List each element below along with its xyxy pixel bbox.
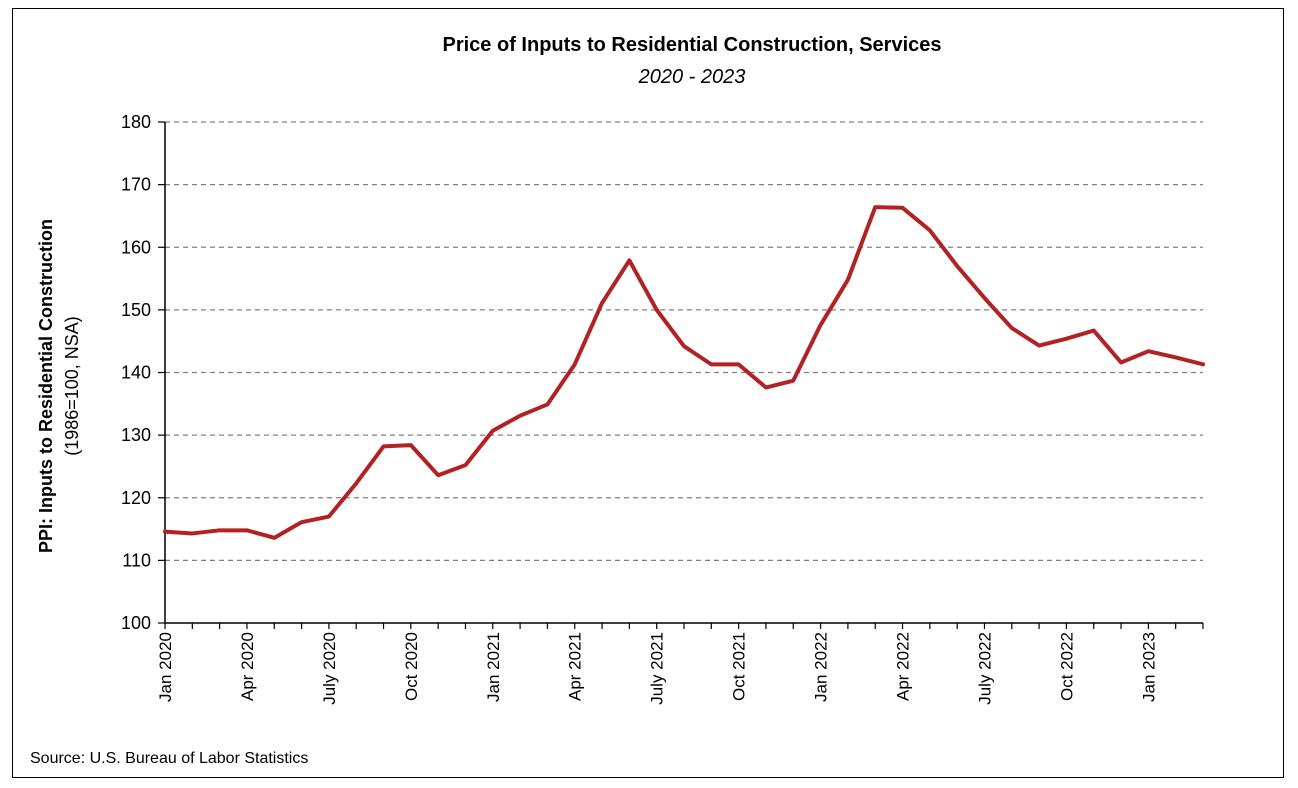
x-tick-label: Jan 2022 [812,632,831,702]
x-tick-label: Oct 2021 [730,632,749,701]
x-tick-label: July 2020 [320,632,339,705]
series-line [163,205,1205,540]
y-tick-label: 130 [121,425,151,445]
chart-frame [12,8,1284,778]
y-tick-label: 120 [121,488,151,508]
y-axis-title: PPI: Inputs to Residential Construction … [36,219,82,553]
y-tick-label: 150 [121,300,151,320]
x-tick-label: Oct 2022 [1057,632,1076,701]
y-tick-label: 170 [121,175,151,195]
x-tick-label: Apr 2022 [894,632,913,701]
y-axis-sublabel: (1986=100, NSA) [62,316,82,456]
x-tick-label: July 2022 [975,632,994,705]
x-tick-label: Jan 2021 [484,632,503,702]
x-tick-label: Apr 2020 [238,632,257,701]
source-note: Source: U.S. Bureau of Labor Statistics [30,750,309,767]
x-tick-label: Jan 2020 [156,632,175,702]
series-layer [163,205,1205,540]
gridlines [165,121,1203,561]
y-tick-label: 140 [121,363,151,383]
y-tick-label: 110 [122,550,151,570]
y-tick-label: 160 [121,237,151,257]
x-tick-label: July 2021 [648,632,667,705]
chart-title: Price of Inputs to Residential Construct… [442,34,942,56]
y-tick-label: 100 [121,613,151,633]
y-axis-label: PPI: Inputs to Residential Construction [36,219,56,553]
y-tick-label: 180 [121,112,151,132]
x-tick-labels: Jan 2020 Apr 2020 July 2020 Oct 2020 Jan 202… [156,632,1158,705]
chart-subtitle: 2020 - 2023 [638,66,746,88]
axes [158,121,1204,629]
y-tick-labels: 100 110 120 130 140 150 160 170 180 [121,112,151,633]
x-tick-label: Oct 2020 [402,632,421,701]
x-tick-label: Jan 2023 [1139,632,1158,702]
x-tick-label: Apr 2021 [566,632,585,701]
